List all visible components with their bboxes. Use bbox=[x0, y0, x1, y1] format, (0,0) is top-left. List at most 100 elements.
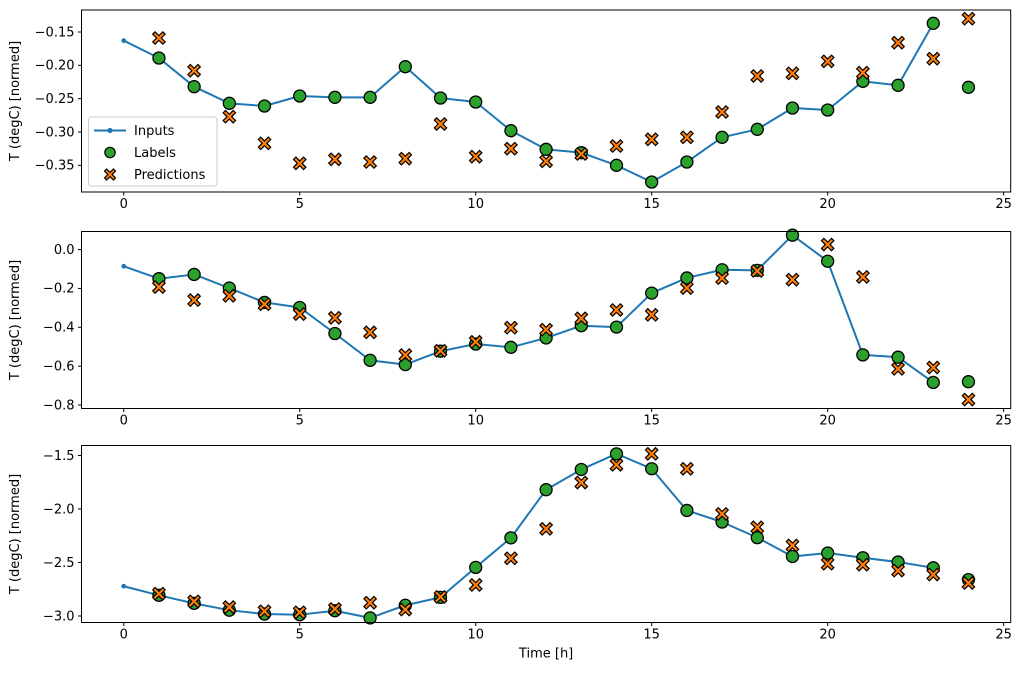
x-tick-label: 5 bbox=[296, 414, 304, 429]
prediction-point bbox=[468, 334, 483, 349]
x-tick-label: 25 bbox=[995, 414, 1012, 429]
prediction-point bbox=[327, 310, 342, 325]
label-point bbox=[785, 101, 800, 115]
prediction-point bbox=[363, 595, 378, 610]
labels-marker-sample bbox=[104, 146, 116, 159]
axes-frame bbox=[81, 445, 1012, 623]
prediction-point bbox=[151, 586, 166, 601]
label-point bbox=[609, 320, 624, 334]
label-point bbox=[680, 271, 694, 285]
prediction-point bbox=[292, 156, 307, 171]
label-point bbox=[363, 353, 377, 367]
subplot-3: 0 5 10 15 20 25 −1.5 −2.0 −2.5 −3.0 T (degC) [norm… bbox=[8, 445, 1012, 662]
inputs-point bbox=[121, 583, 127, 589]
label-point bbox=[785, 549, 800, 564]
prediction-point bbox=[644, 132, 659, 147]
prediction-point bbox=[398, 348, 413, 363]
label-point bbox=[504, 340, 518, 354]
y-tick-label: −0.4 bbox=[43, 321, 75, 336]
prediction-point bbox=[222, 288, 237, 303]
prediction-point bbox=[398, 602, 413, 617]
prediction-point bbox=[961, 11, 976, 26]
label-point bbox=[891, 350, 905, 364]
prediction-point bbox=[398, 151, 413, 166]
label-point bbox=[504, 124, 518, 138]
prediction-point bbox=[257, 297, 272, 312]
x-tick-label: 15 bbox=[643, 414, 660, 429]
prediction-point bbox=[785, 66, 800, 81]
prediction-point bbox=[539, 521, 554, 536]
prediction-point bbox=[609, 138, 624, 154]
prediction-point bbox=[539, 154, 554, 169]
y-tick-label: −2.0 bbox=[43, 502, 75, 517]
prediction-point bbox=[609, 302, 624, 318]
prediction-point bbox=[820, 556, 835, 571]
label-point bbox=[257, 99, 272, 113]
y-axis-label: T (degC) [normed] bbox=[8, 260, 23, 381]
prediction-point bbox=[891, 563, 906, 578]
label-point bbox=[821, 254, 835, 268]
prediction-point bbox=[961, 575, 976, 591]
prediction-point bbox=[257, 136, 272, 151]
y-tick-label: −0.35 bbox=[35, 159, 75, 174]
x-axis-label: Time [h] bbox=[518, 647, 573, 662]
prediction-point bbox=[187, 594, 202, 609]
label-point bbox=[821, 103, 835, 117]
x-tick-label: 20 bbox=[819, 197, 836, 212]
x-tick-label: 5 bbox=[296, 197, 304, 212]
subplot-2: 0 5 10 15 20 25 0.0 −0.2 −0.4 −0.6 −0.8 T (degC) [n… bbox=[8, 228, 1012, 429]
prediction-point bbox=[468, 149, 483, 164]
label-point bbox=[926, 16, 940, 30]
y-tick-label: −0.20 bbox=[35, 59, 75, 74]
label-point bbox=[680, 503, 694, 518]
prediction-point bbox=[433, 589, 448, 604]
prediction-point bbox=[926, 567, 941, 582]
label-point bbox=[891, 78, 905, 92]
prediction-point bbox=[574, 475, 589, 490]
label-point bbox=[433, 91, 448, 105]
legend: Inputs Labels Predictions bbox=[88, 116, 218, 187]
label-point bbox=[328, 90, 342, 104]
label-point bbox=[363, 90, 377, 104]
prediction-point bbox=[327, 152, 342, 167]
label-point bbox=[469, 95, 483, 109]
prediction-point bbox=[609, 457, 624, 472]
x-tick-label: 20 bbox=[819, 628, 836, 643]
x-tick-label: 25 bbox=[995, 628, 1012, 643]
y-tick-label: −3.0 bbox=[43, 609, 75, 624]
x-tick-label: 25 bbox=[995, 197, 1012, 212]
prediction-point bbox=[961, 392, 976, 407]
legend-item-inputs: Inputs bbox=[94, 124, 175, 139]
y-axis-label: T (degC) [normed] bbox=[8, 474, 23, 595]
prediction-point bbox=[926, 51, 941, 66]
axes-frame bbox=[81, 9, 1012, 193]
y-tick-label: −0.30 bbox=[35, 125, 75, 140]
x-tick-label: 10 bbox=[467, 414, 484, 429]
prediction-point bbox=[292, 605, 307, 620]
prediction-point bbox=[820, 237, 835, 252]
y-tick-label: −2.5 bbox=[43, 556, 75, 571]
prediction-point bbox=[468, 577, 483, 592]
label-point bbox=[328, 326, 342, 341]
prediction-point bbox=[503, 141, 518, 156]
prediction-point bbox=[855, 65, 870, 80]
label-point bbox=[750, 122, 764, 136]
prediction-point bbox=[750, 263, 765, 278]
prediction-point bbox=[187, 293, 202, 308]
x-tick-label: 0 bbox=[120, 414, 128, 429]
y-axis-label: T (degC) [normed] bbox=[8, 41, 23, 162]
label-point bbox=[469, 560, 483, 575]
label-point bbox=[750, 530, 764, 545]
inputs-line bbox=[123, 22, 935, 183]
prediction-point bbox=[750, 520, 765, 535]
prediction-point bbox=[187, 63, 202, 78]
prediction-point bbox=[715, 506, 730, 521]
x-tick-label: 15 bbox=[643, 628, 660, 643]
axes-frame bbox=[81, 231, 1012, 409]
prediction-point bbox=[151, 30, 166, 46]
legend-item-predictions: Predictions bbox=[103, 168, 206, 183]
prediction-point bbox=[679, 280, 694, 296]
prediction-point bbox=[574, 146, 589, 162]
prediction-point bbox=[785, 272, 800, 287]
